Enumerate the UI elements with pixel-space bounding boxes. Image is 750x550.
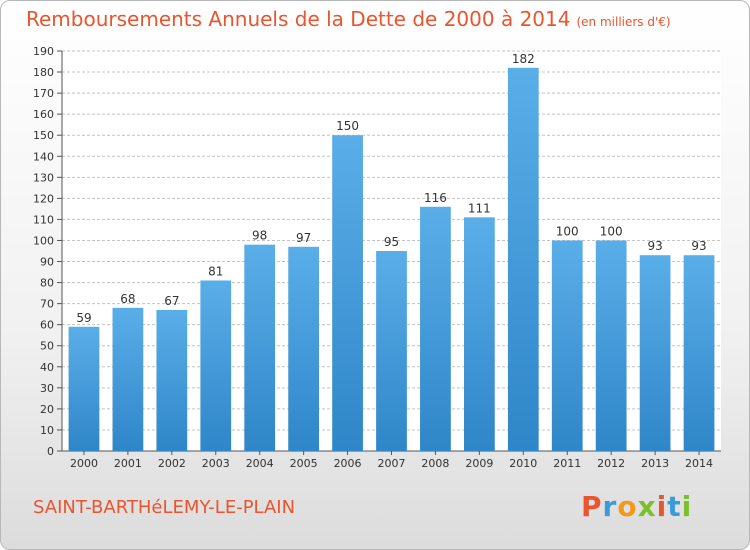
x-tick-label: 2012 bbox=[597, 457, 625, 470]
x-tick-label: 2013 bbox=[641, 457, 669, 470]
y-tick-label: 0 bbox=[47, 445, 54, 458]
bar-2007 bbox=[376, 251, 407, 451]
data-label: 150 bbox=[336, 119, 359, 133]
data-label: 93 bbox=[691, 239, 706, 253]
y-tick-label: 50 bbox=[40, 340, 54, 353]
data-label: 98 bbox=[252, 229, 267, 243]
x-tick-label: 2004 bbox=[246, 457, 274, 470]
x-tick-label: 2003 bbox=[202, 457, 230, 470]
y-tick-label: 60 bbox=[40, 319, 54, 332]
y-tick-label: 110 bbox=[33, 213, 54, 226]
bar-2006 bbox=[332, 135, 363, 452]
y-tick-label: 190 bbox=[33, 45, 54, 58]
bar-2012 bbox=[595, 240, 627, 451]
x-tick-label: 2005 bbox=[290, 457, 318, 470]
x-tick-label: 2000 bbox=[70, 457, 98, 470]
bar-2004 bbox=[244, 244, 276, 451]
bar-2002 bbox=[156, 309, 188, 451]
bar-2014 bbox=[683, 255, 715, 451]
y-tick-label: 150 bbox=[33, 129, 54, 142]
bar-2011 bbox=[551, 240, 583, 451]
bar-2003 bbox=[200, 280, 232, 451]
bar-2013 bbox=[639, 255, 671, 451]
data-label: 67 bbox=[164, 294, 179, 308]
data-label: 59 bbox=[76, 311, 91, 325]
data-label: 111 bbox=[468, 201, 491, 215]
data-label: 97 bbox=[296, 231, 311, 245]
data-label: 100 bbox=[600, 224, 623, 238]
y-tick-label: 20 bbox=[40, 403, 54, 416]
y-tick-label: 100 bbox=[33, 234, 54, 247]
y-tick-label: 120 bbox=[33, 192, 54, 205]
data-label: 95 bbox=[384, 235, 399, 249]
x-tick-label: 2007 bbox=[378, 457, 406, 470]
bar-2000 bbox=[68, 326, 100, 451]
bar-2005 bbox=[288, 246, 320, 451]
y-tick-label: 170 bbox=[33, 87, 54, 100]
bar-2010 bbox=[507, 67, 539, 451]
chart-title: Remboursements Annuels de la Dette de 20… bbox=[26, 7, 671, 31]
data-label: 93 bbox=[647, 239, 662, 253]
x-tick-label: 2008 bbox=[421, 457, 449, 470]
y-tick-label: 10 bbox=[40, 424, 54, 437]
x-tick-label: 2002 bbox=[158, 457, 186, 470]
y-tick-label: 130 bbox=[33, 171, 54, 184]
data-label: 100 bbox=[556, 224, 579, 238]
data-label: 116 bbox=[424, 191, 447, 205]
bar-2009 bbox=[463, 217, 495, 451]
x-tick-label: 2014 bbox=[685, 457, 713, 470]
y-tick-label: 180 bbox=[33, 66, 54, 79]
x-tick-label: 2006 bbox=[334, 457, 362, 470]
x-tick-label: 2001 bbox=[114, 457, 142, 470]
x-tick-label: 2010 bbox=[509, 457, 537, 470]
y-tick-label: 40 bbox=[40, 361, 54, 374]
bar-2001 bbox=[112, 307, 144, 451]
y-tick-label: 80 bbox=[40, 277, 54, 290]
town-name: SAINT-BARTHéLEMY-LE-PLAIN bbox=[33, 497, 296, 518]
proxiti-logo: Proxiti bbox=[581, 490, 693, 523]
x-tick-label: 2009 bbox=[465, 457, 493, 470]
y-tick-label: 140 bbox=[33, 150, 54, 163]
y-tick-label: 160 bbox=[33, 108, 54, 121]
y-tick-label: 30 bbox=[40, 382, 54, 395]
bar-2008 bbox=[420, 206, 451, 451]
data-label: 68 bbox=[120, 292, 135, 306]
y-tick-label: 90 bbox=[40, 256, 54, 269]
x-tick-label: 2011 bbox=[553, 457, 581, 470]
data-label: 182 bbox=[512, 52, 535, 66]
data-label: 81 bbox=[208, 264, 223, 278]
y-tick-label: 70 bbox=[40, 298, 54, 311]
title-text: Remboursements Annuels de la Dette de 20… bbox=[26, 7, 571, 31]
chart-subtitle: (en milliers d'€) bbox=[576, 15, 671, 29]
